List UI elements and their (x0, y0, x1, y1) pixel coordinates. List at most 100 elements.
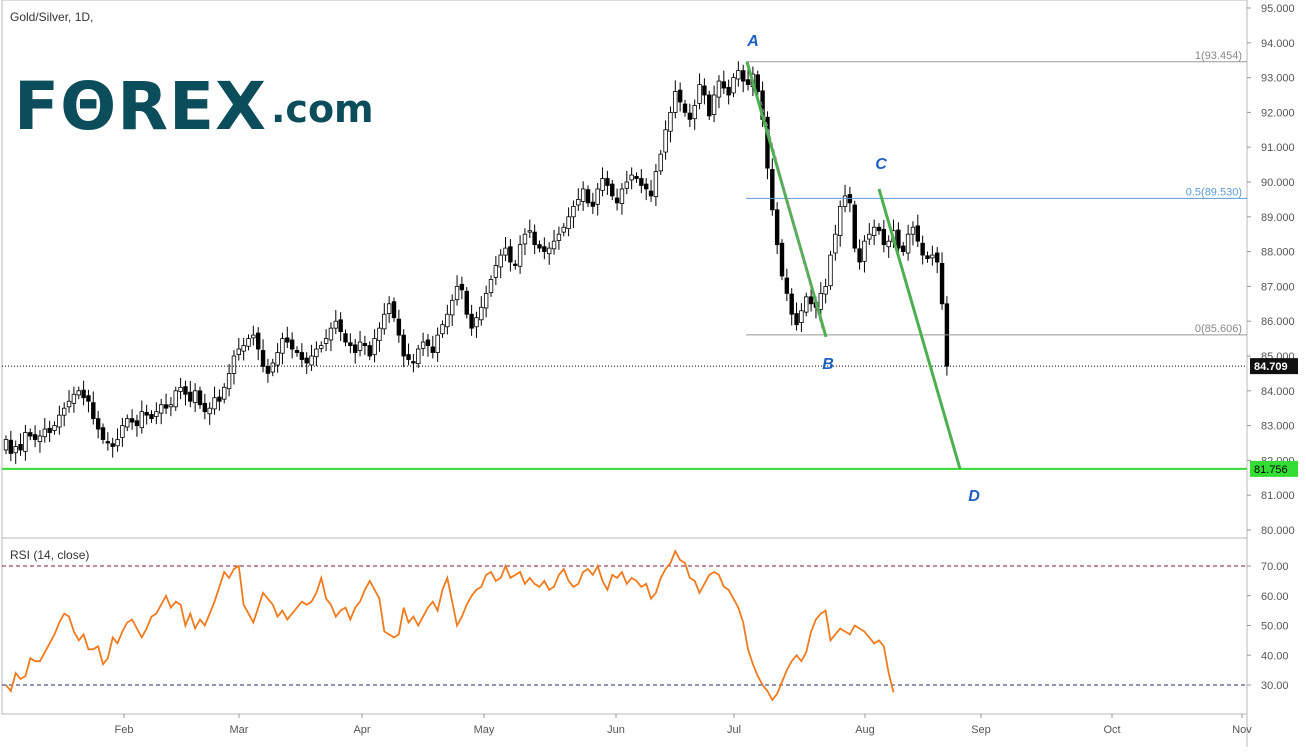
candle-down (197, 390, 203, 406)
candle-down (183, 386, 188, 395)
rsi-line (5, 549, 895, 702)
fib-level-label: 1(93.454) (1195, 50, 1242, 62)
candle-down (149, 414, 154, 420)
candle-up (522, 233, 528, 245)
candle-up (319, 345, 324, 349)
candle-down (939, 263, 945, 305)
pattern-leg-cd (877, 188, 962, 470)
candle-up (357, 341, 363, 351)
candle-down (28, 432, 33, 437)
candle-down (542, 246, 547, 252)
rsi-tick-label: 40.00 (1261, 650, 1289, 662)
candle-down (532, 231, 537, 246)
candle-up (624, 181, 629, 189)
candle-up (226, 372, 232, 390)
candle-down (469, 313, 474, 329)
fib-level-label: 0.5(89.530) (1186, 186, 1242, 198)
candle-up (619, 188, 625, 204)
candle-up (382, 313, 387, 330)
rsi-title: RSI (14, close) (10, 548, 90, 562)
candle-up (323, 338, 329, 344)
candle-up (930, 254, 935, 259)
candle-down (784, 277, 790, 294)
candle-down (590, 201, 596, 207)
candle-down (935, 252, 940, 263)
candle-up (57, 414, 62, 428)
candle-up (503, 247, 508, 256)
candle-down (915, 225, 920, 242)
candle-down (808, 296, 814, 305)
candle-up (66, 400, 72, 408)
candle-down (352, 344, 358, 353)
candle-up (692, 105, 697, 120)
candle-up (842, 195, 848, 207)
candle-up (158, 404, 164, 414)
candle-up (474, 317, 479, 328)
candle-down (508, 246, 513, 263)
support-price-tag (1250, 460, 1298, 477)
candle-up (479, 306, 484, 321)
candle-up (571, 205, 576, 218)
candle-up (3, 439, 9, 451)
candle-up (139, 411, 144, 429)
pattern-point-label: A (746, 33, 759, 50)
candle-up (668, 112, 673, 132)
candle-up (823, 285, 828, 295)
candle-down (677, 89, 683, 103)
candle-up (192, 390, 198, 404)
rsi-tick-label: 70.00 (1261, 561, 1289, 573)
price-tick-label: 88.000 (1261, 247, 1295, 259)
candle-down (741, 70, 746, 82)
price-tick-label: 89.000 (1261, 212, 1295, 224)
candle-down (265, 366, 271, 374)
candle-down (682, 103, 688, 113)
candle-down (789, 293, 794, 315)
candle-down (188, 391, 193, 402)
candle-up (498, 254, 503, 268)
candle-up (440, 324, 445, 335)
candle-down (537, 244, 542, 249)
candle-up (871, 226, 877, 236)
candle-up (222, 386, 227, 400)
candle-up (653, 171, 659, 198)
candle-down (348, 342, 353, 346)
candle-up (862, 240, 867, 262)
candle-up (517, 244, 523, 267)
candle-down (430, 346, 435, 353)
last-price-label: 84.709 (1254, 361, 1288, 373)
rsi-tick-label: 50.00 (1261, 621, 1289, 633)
candle-up (488, 279, 494, 294)
candle-up (207, 407, 212, 415)
candle-up (673, 91, 678, 113)
candle-down (901, 245, 906, 252)
candle-up (629, 174, 634, 181)
price-tick-label: 81.000 (1261, 490, 1295, 502)
rsi-tick-label: 30.00 (1261, 680, 1289, 692)
candle-up (527, 230, 532, 233)
candle-down (614, 197, 620, 204)
x-tick-label: Feb (115, 724, 134, 736)
candle-up (833, 233, 838, 254)
candle-down (100, 427, 106, 440)
candle-down (406, 354, 411, 360)
candle-up (420, 341, 426, 349)
candle-down (367, 345, 372, 357)
candle-down (774, 209, 780, 246)
pattern-leg-ab (745, 61, 828, 338)
candle-up (580, 188, 586, 202)
rsi-tick-label: 60.00 (1261, 591, 1289, 603)
price-tick-label: 83.000 (1261, 421, 1295, 433)
candle-up (71, 393, 77, 404)
candle-up (731, 77, 736, 94)
candle-up (867, 233, 872, 240)
candle-down (513, 263, 518, 266)
price-tick-label: 86.000 (1261, 316, 1295, 328)
price-tick-label: 90.000 (1261, 177, 1295, 189)
candle-up (556, 233, 562, 241)
candle-down (770, 169, 775, 211)
candle-down (779, 242, 785, 277)
price-tick-label: 84.000 (1261, 386, 1295, 398)
fib-level-label: 0(85.606) (1195, 323, 1242, 335)
